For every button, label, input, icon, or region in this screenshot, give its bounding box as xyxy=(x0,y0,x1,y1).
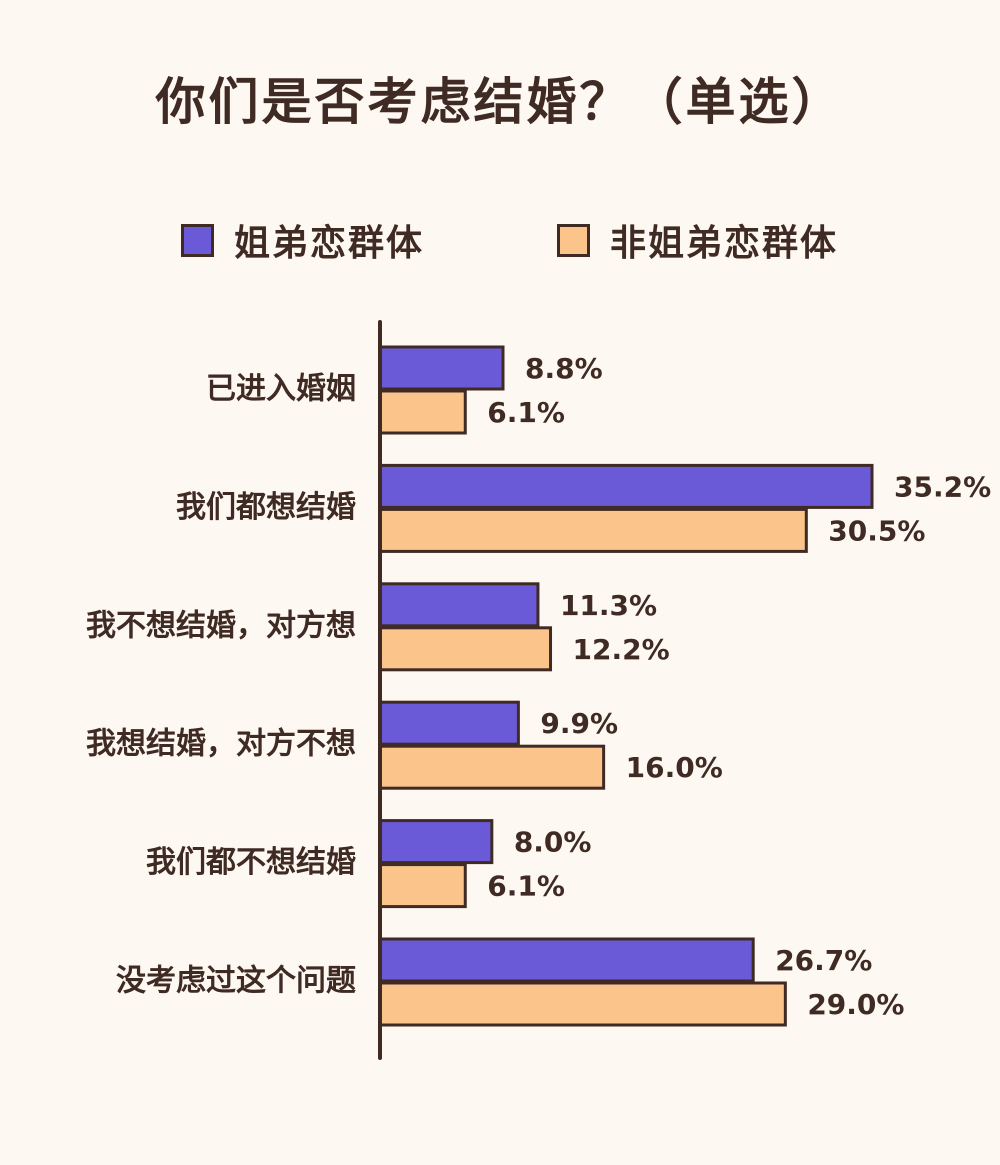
data-label: 6.1% xyxy=(487,870,565,903)
bar xyxy=(378,744,606,790)
chart-title: 你们是否考虑结婚？（单选） xyxy=(155,73,845,131)
bar xyxy=(378,345,505,391)
legend-swatch-series-2 xyxy=(557,223,590,257)
bar xyxy=(378,937,755,983)
data-label: 26.7% xyxy=(775,944,872,977)
data-label: 6.1% xyxy=(487,396,565,429)
data-label: 30.5% xyxy=(828,514,925,547)
category-label: 我不想结婚，对方想 xyxy=(86,608,356,643)
legend: 姐弟恋群体 非姐弟恋群体 xyxy=(0,214,1000,264)
legend-swatch-series-1 xyxy=(181,223,214,257)
data-label: 29.0% xyxy=(807,988,904,1021)
bar xyxy=(378,582,540,628)
data-label: 8.0% xyxy=(514,826,592,859)
category-label: 我们都不想结婚 xyxy=(146,845,356,880)
bar xyxy=(378,981,787,1027)
legend-item-series-1: 姐弟恋群体 xyxy=(181,214,424,266)
bar xyxy=(378,463,874,509)
legend-label-series-1: 姐弟恋群体 xyxy=(234,223,425,264)
data-label: 11.3% xyxy=(560,589,657,622)
data-label: 12.2% xyxy=(573,633,670,666)
category-label: 我想结婚，对方不想 xyxy=(86,727,356,762)
bar xyxy=(378,507,808,553)
bar xyxy=(378,389,467,435)
bar xyxy=(378,626,553,672)
legend-label-series-2: 非姐弟恋群体 xyxy=(610,223,839,264)
data-label: 9.9% xyxy=(540,707,618,740)
data-label: 8.8% xyxy=(525,352,603,385)
legend-item-series-2: 非姐弟恋群体 xyxy=(557,214,838,266)
bar xyxy=(378,819,494,865)
category-label: 已进入婚姻 xyxy=(206,372,356,407)
bar xyxy=(378,700,520,746)
category-label: 没考虑过这个问题 xyxy=(116,964,356,999)
data-label: 16.0% xyxy=(626,751,723,784)
bar xyxy=(378,863,467,909)
data-label: 35.2% xyxy=(894,470,991,503)
category-label: 我们都想结婚 xyxy=(176,490,356,525)
